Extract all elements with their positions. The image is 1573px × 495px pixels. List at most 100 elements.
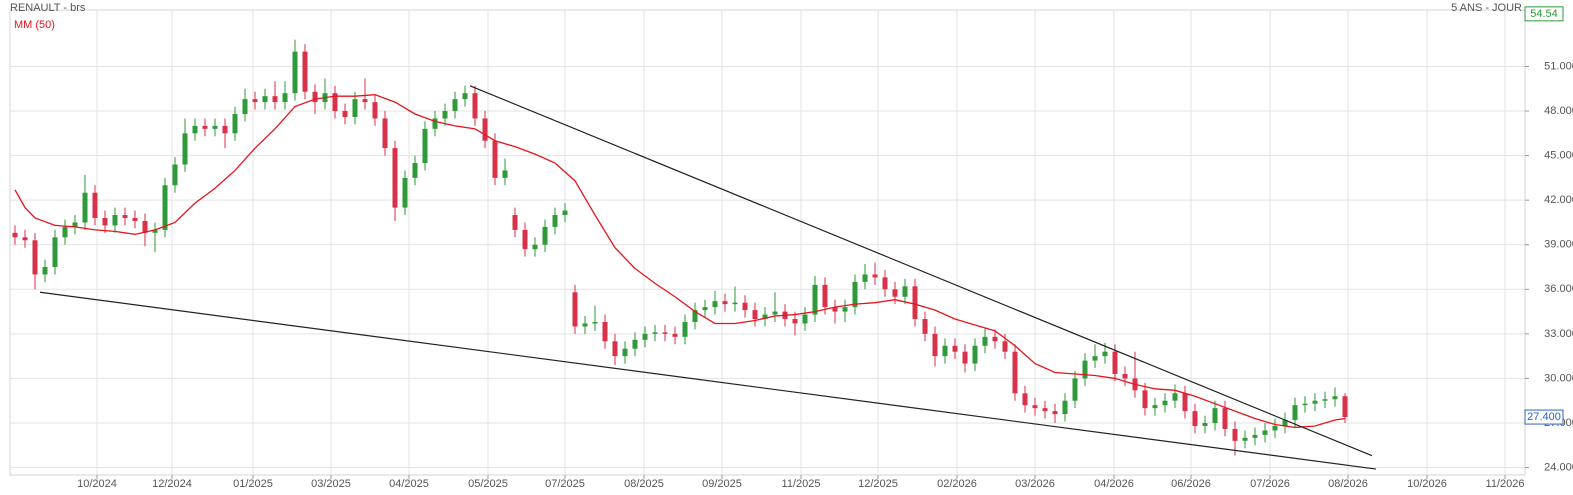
candle-body bbox=[1122, 373, 1128, 379]
candle-body bbox=[472, 93, 478, 119]
candle-body bbox=[642, 333, 648, 340]
candle-body bbox=[1332, 396, 1338, 400]
candle-body bbox=[72, 222, 78, 227]
candle-body bbox=[1012, 351, 1018, 394]
candle-body bbox=[242, 99, 248, 114]
x-tick-label: 10/2024 bbox=[77, 478, 117, 490]
candle-body bbox=[502, 170, 508, 178]
x-tick-label: 06/2026 bbox=[1171, 478, 1211, 490]
candle-body bbox=[1032, 405, 1038, 409]
candle-body bbox=[1042, 408, 1048, 412]
candle-body bbox=[142, 220, 148, 233]
candle-body bbox=[1212, 408, 1218, 424]
candle-body bbox=[412, 163, 418, 178]
trend-line bbox=[39, 291, 1377, 470]
candle-body bbox=[392, 148, 398, 208]
candle-body bbox=[462, 93, 468, 100]
candle-body bbox=[352, 99, 358, 117]
candle-body bbox=[22, 237, 28, 241]
chart-title: RENAULT - brs bbox=[10, 2, 86, 14]
candle-body bbox=[282, 93, 288, 103]
candle-body bbox=[1252, 434, 1258, 438]
candle-body bbox=[542, 226, 548, 245]
x-tick-label: 01/2025 bbox=[233, 478, 273, 490]
candle-body bbox=[912, 286, 918, 320]
candle-body bbox=[1052, 411, 1058, 415]
candle-body bbox=[132, 217, 138, 221]
candle-body bbox=[332, 93, 338, 112]
candle-body bbox=[232, 113, 238, 134]
y-tick-label: 30.000 bbox=[1544, 372, 1573, 384]
candle-body bbox=[1112, 351, 1118, 374]
y-tick-label: 24.000 bbox=[1544, 461, 1573, 473]
candle-body bbox=[872, 274, 878, 278]
x-tick-label: 04/2025 bbox=[389, 478, 429, 490]
candle-body bbox=[492, 140, 498, 178]
candle-body bbox=[862, 274, 868, 282]
top-price-box bbox=[1524, 6, 1564, 22]
x-tick-label: 08/2025 bbox=[624, 478, 664, 490]
candle-body bbox=[832, 307, 838, 312]
candle-body bbox=[632, 339, 638, 349]
candle-body bbox=[42, 267, 48, 275]
x-tick-label: 09/2025 bbox=[702, 478, 742, 490]
candle-body bbox=[1082, 360, 1088, 379]
x-tick-label: 03/2026 bbox=[1015, 478, 1055, 490]
candle-body bbox=[222, 125, 228, 134]
y-tick-label: 51.000 bbox=[1544, 60, 1573, 72]
candle-body bbox=[1162, 400, 1168, 406]
candle-body bbox=[892, 289, 898, 297]
candle-body bbox=[162, 185, 168, 230]
candle-body bbox=[1312, 400, 1318, 404]
candle-body bbox=[972, 345, 978, 364]
candle-body bbox=[692, 310, 698, 322]
candle-body bbox=[1262, 430, 1268, 435]
candle-body bbox=[962, 351, 968, 364]
candle-body bbox=[192, 125, 198, 134]
last-price-label: 27.400 bbox=[1527, 411, 1561, 423]
candle-body bbox=[212, 125, 218, 129]
candle-body bbox=[1302, 403, 1308, 406]
candle-body bbox=[1092, 356, 1098, 361]
x-tick-label: 08/2026 bbox=[1328, 478, 1368, 490]
candle-body bbox=[1022, 393, 1028, 406]
candle-body bbox=[1102, 351, 1108, 357]
candle-body bbox=[852, 281, 858, 308]
candle-body bbox=[602, 321, 608, 342]
candle-body bbox=[152, 229, 158, 233]
candle-body bbox=[92, 192, 98, 218]
candle-body bbox=[1002, 341, 1008, 352]
candle-body bbox=[812, 284, 818, 315]
candle-body bbox=[842, 307, 848, 312]
candle-body bbox=[342, 111, 348, 117]
candle-body bbox=[202, 125, 208, 129]
candle-body bbox=[482, 118, 488, 141]
last-price-box bbox=[1524, 409, 1564, 425]
candle-body bbox=[882, 277, 888, 290]
x-tick-label: 10/2026 bbox=[1407, 478, 1447, 490]
top-price-label: 54.54 bbox=[1530, 8, 1558, 20]
x-tick-label: 07/2025 bbox=[545, 478, 585, 490]
moving-average-line bbox=[14, 94, 1346, 429]
x-tick-label: 07/2026 bbox=[1250, 478, 1290, 490]
candle-body bbox=[172, 164, 178, 186]
candle-body bbox=[182, 133, 188, 165]
candle-body bbox=[1172, 393, 1178, 401]
candle-body bbox=[702, 307, 708, 311]
candle-body bbox=[52, 237, 58, 268]
y-tick-label: 48.000 bbox=[1544, 105, 1573, 117]
candle-body bbox=[1202, 423, 1208, 426]
candle-body bbox=[1062, 400, 1068, 415]
candle-body bbox=[672, 333, 678, 337]
candle-body bbox=[102, 217, 108, 226]
x-tick-label: 04/2026 bbox=[1094, 478, 1134, 490]
candle-body bbox=[952, 345, 958, 352]
candle-body bbox=[552, 215, 558, 227]
candle-body bbox=[1182, 393, 1188, 412]
candle-body bbox=[752, 310, 758, 320]
candle-body bbox=[422, 128, 428, 164]
candle-body bbox=[362, 99, 368, 103]
candle-body bbox=[1142, 390, 1148, 409]
x-tick-label: 11/2025 bbox=[782, 478, 821, 490]
candle-body bbox=[722, 301, 728, 305]
